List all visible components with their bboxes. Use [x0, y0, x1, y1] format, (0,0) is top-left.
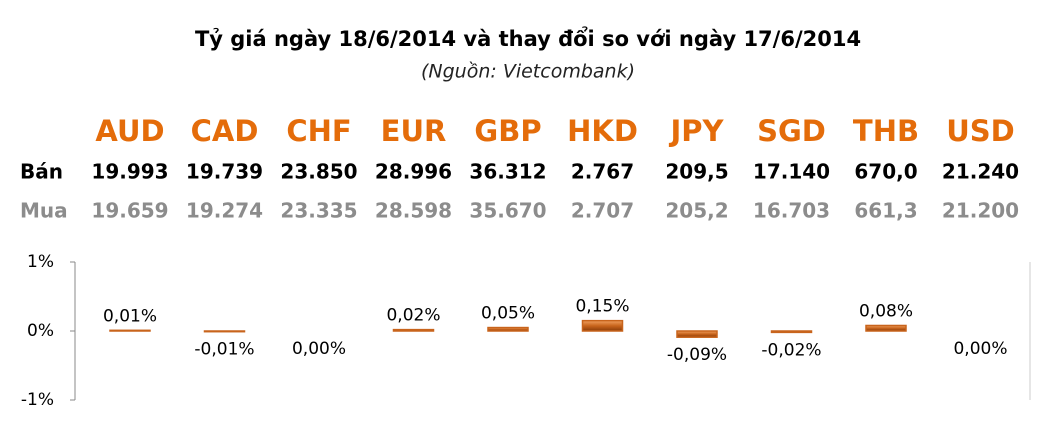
- rate-cell: 19.659: [91, 199, 168, 223]
- rate-cell: 19.739: [186, 160, 263, 184]
- value-label: -0,02%: [761, 340, 821, 360]
- currency-header: GBP: [474, 114, 541, 148]
- rate-cell: 2.767: [571, 160, 634, 184]
- y-tick-label: -1%: [21, 390, 54, 410]
- chart-subtitle: (Nguồn: Vietcombank): [421, 61, 635, 83]
- chart-title: Tỷ giá ngày 18/6/2014 và thay đổi so với…: [195, 26, 861, 51]
- value-label: 0,01%: [103, 306, 157, 326]
- currency-header: CAD: [191, 114, 259, 148]
- value-label: -0,01%: [194, 340, 254, 360]
- rate-cell: 35.670: [469, 199, 546, 223]
- y-tick-label: 0%: [27, 321, 54, 341]
- rate-cell: 205,2: [665, 199, 728, 223]
- bar: [770, 330, 813, 334]
- currency-header: THB: [853, 114, 919, 148]
- row-label: Bán: [20, 160, 63, 184]
- rate-cell: 28.598: [375, 199, 452, 223]
- bar: [865, 324, 907, 332]
- currency-header: USD: [946, 114, 1015, 148]
- currency-header: SGD: [757, 114, 826, 148]
- rate-cell: 21.240: [942, 160, 1019, 184]
- row-label: Mua: [20, 199, 68, 223]
- value-label: 0,08%: [859, 301, 913, 321]
- rate-cell: 28.996: [375, 160, 452, 184]
- bar: [392, 328, 435, 332]
- rate-cell: 23.850: [280, 160, 357, 184]
- bar: [676, 330, 718, 338]
- rate-cell: 21.200: [942, 199, 1019, 223]
- value-label: 0,00%: [292, 339, 346, 359]
- rate-cell: 661,3: [854, 199, 917, 223]
- currency-header: CHF: [286, 114, 351, 148]
- bar: [487, 326, 529, 332]
- rate-cell: 209,5: [665, 160, 728, 184]
- rate-cell: 16.703: [753, 199, 830, 223]
- bar: [581, 319, 624, 332]
- rate-cell: 17.140: [753, 160, 830, 184]
- currency-header: AUD: [95, 114, 164, 148]
- value-label: 0,02%: [386, 306, 440, 326]
- currency-header: EUR: [381, 114, 447, 148]
- value-label: 0,00%: [953, 339, 1007, 359]
- rate-cell: 19.993: [91, 160, 168, 184]
- rate-cell: 670,0: [854, 160, 917, 184]
- rate-cell: 23.335: [280, 199, 357, 223]
- bar: [203, 330, 246, 333]
- value-label: -0,09%: [667, 345, 727, 365]
- rate-cell: 2.707: [571, 199, 634, 223]
- value-label: 0,15%: [575, 297, 629, 317]
- rate-cell: 36.312: [469, 160, 546, 184]
- rate-cell: 19.274: [186, 199, 263, 223]
- currency-header: HKD: [567, 114, 638, 148]
- y-tick-label: 1%: [27, 252, 54, 272]
- value-label: 0,05%: [481, 304, 535, 324]
- bar: [109, 329, 151, 332]
- currency-header: JPY: [668, 114, 724, 148]
